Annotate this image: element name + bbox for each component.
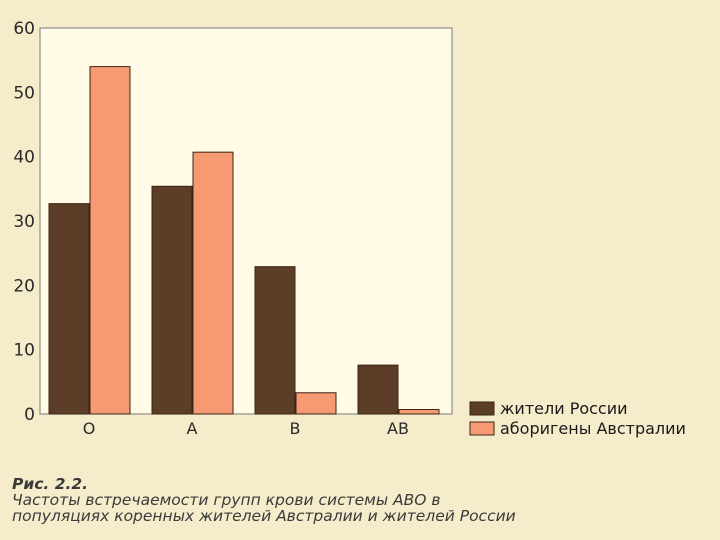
y-tick-label: 30 xyxy=(13,212,35,232)
figure-number: Рис. 2.2. xyxy=(12,475,89,493)
caption-line-1: Частоты встречаемости групп крови систем… xyxy=(12,491,441,509)
y-tick-label: 40 xyxy=(13,148,35,168)
y-tick-label: 10 xyxy=(13,341,35,361)
legend-label: жители России xyxy=(500,399,628,418)
y-tick-label: 20 xyxy=(13,276,35,296)
x-tick-label: AB xyxy=(387,419,409,438)
x-tick-label: B xyxy=(290,419,301,438)
figure-caption: Рис. 2.2. Частоты встречаемости групп кр… xyxy=(12,476,712,524)
bar-australia-o xyxy=(89,66,131,415)
x-tick-label: O xyxy=(83,419,96,438)
caption-line-2: популяциях коренных жителей Австралии и … xyxy=(12,507,516,525)
legend-swatch xyxy=(469,401,495,416)
bar-russia-a xyxy=(151,185,193,415)
bars xyxy=(48,66,440,415)
bar-australia-ab xyxy=(398,408,440,415)
legend-swatch xyxy=(469,421,495,436)
y-tick-label: 50 xyxy=(13,83,35,103)
x-tick-label: A xyxy=(187,419,198,438)
bar-russia-o xyxy=(48,203,90,415)
bar-russia-ab xyxy=(357,364,399,415)
legend-label: аборигены Австралии xyxy=(500,419,686,438)
x-axis: O A B AB xyxy=(83,419,409,438)
y-tick-label: 0 xyxy=(24,405,35,425)
y-tick-label: 60 xyxy=(13,19,35,39)
y-axis: 0 10 20 30 40 50 60 xyxy=(13,19,35,425)
bar-russia-b xyxy=(254,266,296,415)
bar-australia-b xyxy=(295,392,337,415)
bar-australia-a xyxy=(192,151,234,415)
